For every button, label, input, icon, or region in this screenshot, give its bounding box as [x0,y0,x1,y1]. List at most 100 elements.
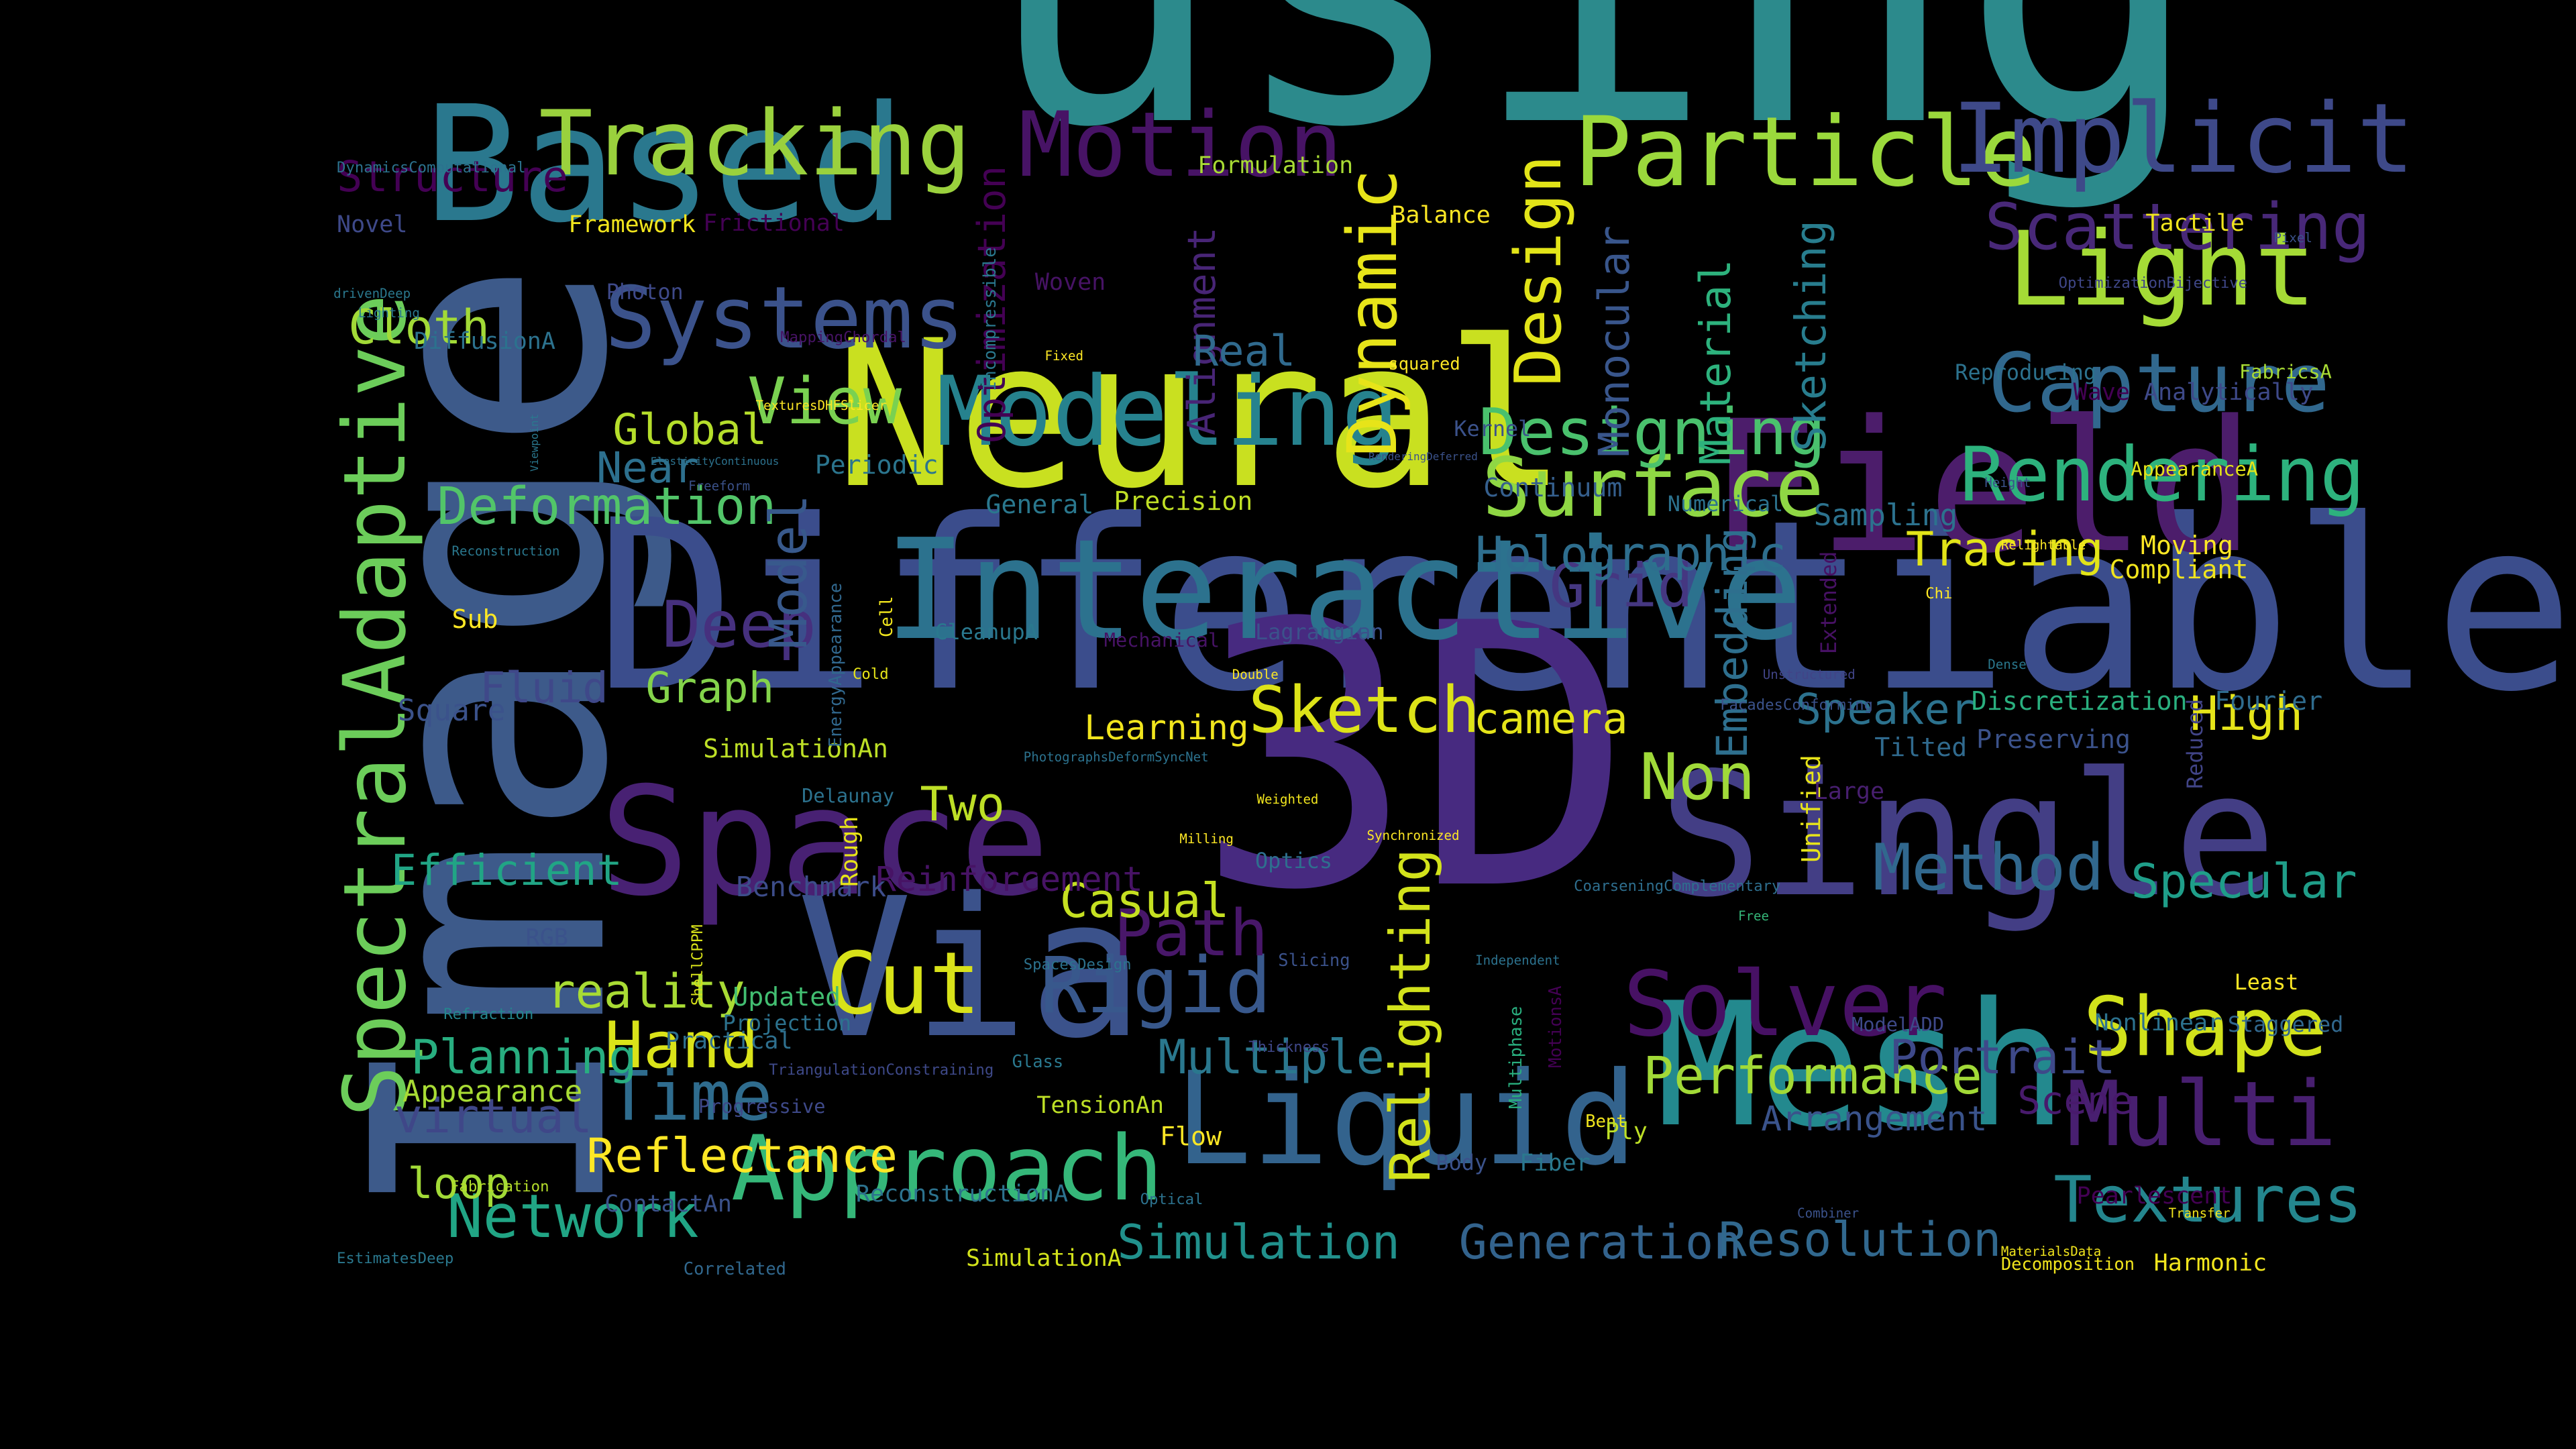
cloud-word-sketch: Sketch [1248,672,1481,747]
cloud-word-frictional: Frictional [703,209,845,237]
cloud-word-appearance: Appearance [402,1074,583,1110]
cloud-word-light: Light [2007,209,2316,329]
cloud-word-renderingdeferred: RenderingDeferred [1368,449,1478,463]
cloud-word-graph: Graph [645,663,775,713]
cloud-word-balance: Balance [1391,201,1491,229]
cloud-word-rigid: Rigid [1040,942,1272,1032]
cloud-word-model: Model [759,494,819,649]
cloud-word-reinforcement: Reinforcement [875,859,1143,900]
cloud-word-fa-adesconforming: FaçadesConforming [1720,696,1873,714]
cloud-word-tilted: Tilted [1874,733,1968,763]
cloud-word-liquid: Liquid [1175,1044,1638,1194]
cloud-word-reproducing: Reproducing [1955,360,2097,386]
cloud-word-milling: Milling [1179,831,1234,847]
cloud-word-ply: Ply [1605,1118,1648,1146]
cloud-word-updated: Updated [733,983,841,1013]
cloud-word-compliant: Compliant [2109,555,2249,586]
cloud-word-space: Space [599,755,1050,930]
cloud-word-reconstruction: Reconstruction [451,543,560,559]
cloud-word-two: Two [920,776,1005,832]
cloud-word-neural: Neural [835,297,1568,534]
cloud-word-motionsa: MotionsA [1545,985,1566,1068]
cloud-word-mappingchordal: MappingChordal [780,328,906,346]
cloud-word-fabrication: Fabrication [450,1177,549,1195]
cloud-word-capture: Capture [1988,335,2330,431]
cloud-word-particle: Particle [1574,95,2037,208]
cloud-word-via: Via [796,857,1144,1081]
cloud-word-general: General [985,490,1094,520]
cloud-word-textures: Textures [2053,1161,2363,1237]
cloud-word-shape: Shape [2083,979,2328,1075]
cloud-word-dynamicscomputational: DynamicsComputational [337,159,526,177]
cloud-word-nonlinear: Nonlinear [2094,1009,2222,1037]
cloud-word-simulationa: SimulationA [966,1244,1122,1272]
cloud-word-approach: Approach [731,1116,1163,1221]
cloud-word-independent: Independent [1475,953,1560,969]
cloud-word-design: Design [1500,154,1576,386]
cloud-word-optics: Optics [1255,847,1332,873]
cloud-word-shellcppm: ShellCPPM [688,924,706,1006]
cloud-word-optical: Optical [1140,1191,1203,1209]
cloud-word-numerical: Numerical [1667,491,1784,517]
cloud-word-delaunay: Delaunay [802,784,895,808]
cloud-word-interactive: Interactive [883,509,1803,672]
cloud-word-unstructured: Unstructured [1762,667,1856,683]
cloud-word-modeladd: ModelADD [1851,1012,1944,1036]
cloud-word-progressive: Progressive [698,1095,826,1118]
cloud-word-reality: reality [547,963,745,1019]
cloud-word-material: Material [1691,259,1741,466]
cloud-word-pearlescent: Pearlescent [2076,1181,2233,1210]
cloud-word-energyappearance: EnergyAppearance [826,583,847,748]
cloud-word-woven: Woven [1034,268,1106,296]
cloud-word-resolution: Resolution [1718,1212,2002,1267]
cloud-word-chi: Chi [1925,584,1953,602]
cloud-word-tracing: Tracing [1905,521,2104,577]
cloud-word-systems: Systems [604,269,965,369]
cloud-word-relighting: Relighting [1378,848,1444,1183]
cloud-word-lagrangian: Lagrangian [1255,619,1384,645]
cloud-word-using: using [982,0,2204,183]
cloud-word-body: Body [1436,1150,1488,1176]
cloud-word-height: Height [1984,474,2031,490]
cloud-word-texturesdhfslicer: TexturesDHFSlicer [755,397,887,413]
cloud-word-incompressible: Incompressible [980,247,1001,391]
cloud-word-global: Global [612,405,767,455]
cloud-word-optimizationbijective: OptimizationBijective [2058,274,2248,292]
cloud-word-camera: camera [1473,694,1628,745]
cloud-word-fluid: Fluid [480,663,608,713]
cloud-word-harmonic: Harmonic [2153,1249,2267,1277]
cloud-word-free: Free [1738,908,1769,924]
cloud-word-periodic: Periodic [814,450,938,480]
cloud-word-3d: 3D [1195,547,1633,970]
cloud-word-monocular: Monocular [1589,225,1640,457]
cloud-word-sampling: Sampling [1813,497,1958,533]
cloud-word-fiber: Fiber [1519,1148,1591,1177]
cloud-word-fabricsa: FabricsA [2239,360,2332,384]
cloud-word-bent: Bent [1585,1111,1627,1132]
cloud-word-cleanupa: CleanupA [934,619,1038,645]
cloud-word-single: Single [1659,736,2277,935]
cloud-word-embedding: Embedding [1707,527,1758,759]
cloud-word-novel: Novel [337,211,408,239]
cloud-word-generation: Generation [1458,1215,1742,1271]
cloud-word-multiphase: Multiphase [1506,1006,1527,1110]
cloud-word-fourier: Fourier [2214,687,2323,717]
cloud-word-elasticitycontinuous: ElasticityContinuous [650,455,780,468]
cloud-word-freeform: Freeform [688,478,751,494]
cloud-word-moving: Moving [2141,531,2233,561]
cloud-word-mechanical: Mechanical [1104,628,1220,651]
cloud-word-differentiable: Differentiable [594,469,2575,743]
cloud-word-tracking: Tracking [539,91,971,196]
cloud-word-wave: Wave [2073,378,2130,407]
cloud-word-extended: Extended [1816,551,1842,654]
cloud-word-drivendeep: drivenDeep [333,285,411,301]
cloud-word-triangulationconstraining: TriangulationConstraining [769,1061,994,1079]
cloud-word-planning: Planning [411,1029,637,1085]
cloud-word-tensionan: TensionAn [1036,1091,1165,1119]
cloud-word-structure: Structure [337,152,568,203]
cloud-word-method: Method [1872,830,2104,906]
cloud-word-hand: Hand [604,1007,759,1083]
cloud-word-least: Least [2234,969,2299,995]
cloud-word-implicit: Implicit [1951,83,2415,195]
cloud-word-efficient: Efficient [390,845,623,896]
